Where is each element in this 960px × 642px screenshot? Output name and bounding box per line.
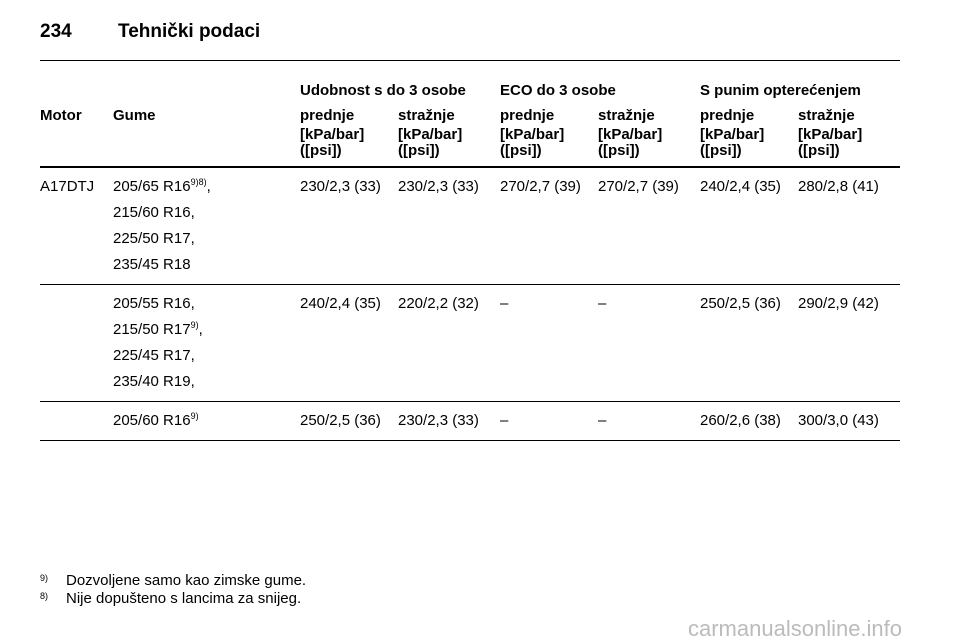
unit-label: ([psi]): [300, 142, 342, 159]
column-header: Motor: [40, 107, 82, 124]
group-header: Udobnost s do 3 osobe: [300, 82, 466, 99]
unit-label: ([psi]): [798, 142, 840, 159]
pressure-cell: 280/2,8 (41): [798, 178, 879, 195]
unit-label: ([psi]): [598, 142, 640, 159]
row-rule: [40, 440, 900, 441]
column-header: prednje: [700, 107, 755, 124]
footnote-ref: 9): [190, 411, 199, 421]
tyre-size: 225/50 R17,: [113, 230, 195, 247]
tyre-cell: 205/60 R169): [113, 412, 199, 430]
tyre-cell: 215/60 R16,: [113, 204, 195, 222]
page-title: Tehnički podaci: [118, 21, 261, 42]
column-header: prednje: [300, 107, 355, 124]
tyre-size: 225/45 R17,: [113, 347, 195, 364]
header-rule: [40, 60, 900, 61]
pressure-cell: 290/2,9 (42): [798, 295, 879, 312]
motor-cell: A17DTJ: [40, 178, 95, 195]
pressure-cell: 240/2,4 (35): [300, 295, 381, 312]
footnote-mark: 9): [40, 573, 49, 583]
watermark: carmanualsonline.info: [688, 616, 903, 641]
unit-label: [kPa/bar]: [700, 126, 765, 143]
pressure-cell: 300/3,0 (43): [798, 412, 879, 429]
tyre-size: 205/65 R16: [113, 178, 191, 195]
column-header: stražnje: [598, 107, 655, 124]
column-header: prednje: [500, 107, 555, 124]
pressure-cell: 270/2,7 (39): [598, 178, 679, 195]
row-rule: [40, 284, 900, 285]
unit-label: [kPa/bar]: [798, 126, 863, 143]
footnote-text: Nije dopušteno s lancima za snijeg.: [66, 590, 302, 607]
unit-label: [kPa/bar]: [500, 126, 565, 143]
pressure-cell: 240/2,4 (35): [700, 178, 781, 195]
pressure-cell: –: [598, 295, 607, 312]
group-header: ECO do 3 osobe: [500, 82, 616, 99]
tyre-cell: 235/45 R18: [113, 256, 191, 274]
tyre-size: 235/45 R18: [113, 256, 191, 273]
group-header: S punim opterećenjem: [700, 82, 861, 99]
pressure-cell: 250/2,5 (36): [300, 412, 381, 429]
pressure-cell: –: [500, 295, 509, 312]
page-number: 234: [40, 21, 72, 42]
tyre-cell: 225/45 R17,: [113, 347, 195, 365]
tyre-cell: 235/40 R19,: [113, 373, 195, 391]
pressure-cell: 260/2,6 (38): [700, 412, 781, 429]
footnote-ref: 9)8): [190, 177, 207, 187]
unit-label: ([psi]): [700, 142, 742, 159]
pressure-cell: 270/2,7 (39): [500, 178, 581, 195]
unit-label: ([psi]): [398, 142, 440, 159]
tyre-size: 205/60 R16: [113, 412, 191, 429]
pressure-cell: 230/2,3 (33): [398, 178, 479, 195]
pressure-cell: –: [500, 412, 509, 429]
tyre-size: 215/60 R16,: [113, 204, 195, 221]
row-rule: [40, 401, 900, 402]
footnote-text: Dozvoljene samo kao zimske gume.: [66, 572, 307, 589]
tyre-size: 215/50 R17: [113, 321, 191, 338]
footnote-mark: 8): [40, 591, 49, 601]
tyre-cell: 225/50 R17,: [113, 230, 195, 248]
column-header: stražnje: [398, 107, 455, 124]
pressure-cell: 230/2,3 (33): [398, 412, 479, 429]
tyre-cell: 205/55 R16,: [113, 295, 195, 313]
tyre-sep: ,: [206, 178, 211, 195]
tyre-size: 205/55 R16,: [113, 295, 195, 312]
footnote-ref: 9): [190, 320, 199, 330]
tyre-size: 235/40 R19,: [113, 373, 195, 390]
column-header: stražnje: [798, 107, 855, 124]
column-header: Gume: [113, 107, 156, 124]
pressure-cell: –: [598, 412, 607, 429]
unit-label: [kPa/bar]: [300, 126, 365, 143]
unit-label: [kPa/bar]: [398, 126, 463, 143]
pressure-cell: 230/2,3 (33): [300, 178, 381, 195]
table-head-rule: [40, 166, 900, 168]
pressure-cell: 220/2,2 (32): [398, 295, 479, 312]
pressure-cell: 250/2,5 (36): [700, 295, 781, 312]
tyre-sep: ,: [198, 321, 203, 338]
tyre-cell: 215/50 R179),: [113, 321, 203, 339]
tyre-cell: 205/65 R169)8),: [113, 178, 211, 196]
unit-label: ([psi]): [500, 142, 542, 159]
unit-label: [kPa/bar]: [598, 126, 663, 143]
